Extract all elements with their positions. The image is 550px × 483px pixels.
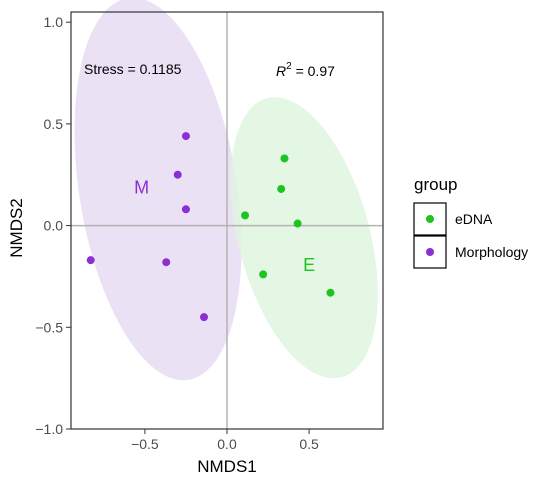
legend-label-edna: eDNA xyxy=(455,211,493,227)
r2-annotation: R2 = 0.97 xyxy=(276,61,335,79)
data-point-morphology xyxy=(162,258,171,267)
legend-swatch-edna xyxy=(426,215,434,223)
legend-label-morphology: Morphology xyxy=(455,244,528,260)
data-point-morphology xyxy=(200,313,209,322)
y-tick-label: 0.0 xyxy=(44,218,64,234)
data-point-morphology xyxy=(86,256,95,265)
data-point-morphology xyxy=(173,170,182,179)
legend: group eDNA Morphology xyxy=(413,175,528,269)
stress-annotation: Stress = 0.1185 xyxy=(84,61,182,77)
group-label-edna: E xyxy=(303,255,315,275)
data-point-edna xyxy=(280,154,289,163)
data-point-morphology xyxy=(181,205,190,214)
x-tick-label: −0.5 xyxy=(131,436,159,452)
x-axis-ticks: −0.5 0.0 0.5 xyxy=(131,429,319,452)
data-point-edna xyxy=(293,219,302,228)
legend-swatch-morphology xyxy=(426,248,434,256)
legend-title: group xyxy=(414,175,457,194)
legend-key-morphology xyxy=(413,235,447,269)
r2-superscript: 2 xyxy=(286,61,292,72)
y-tick-label: 0.5 xyxy=(44,116,64,132)
confidence-ellipse-morphology xyxy=(74,0,242,381)
confidence-ellipse-edna xyxy=(230,97,378,379)
r2-base: R xyxy=(276,63,286,79)
y-axis-title: NMDS2 xyxy=(7,198,26,258)
x-tick-label: 0.5 xyxy=(299,436,319,452)
x-axis-title: NMDS1 xyxy=(197,457,257,476)
data-point-edna xyxy=(277,184,286,193)
r2-value: = 0.97 xyxy=(292,63,335,79)
data-point-edna xyxy=(326,288,335,297)
ellipses-layer xyxy=(74,0,378,381)
points-layer xyxy=(86,132,335,322)
group-labels-layer: EM xyxy=(134,178,315,275)
y-tick-label: 1.0 xyxy=(44,14,64,30)
group-label-morphology: M xyxy=(134,178,149,198)
data-point-edna xyxy=(241,211,250,220)
x-tick-label: 0.0 xyxy=(217,436,237,452)
reference-lines xyxy=(71,12,383,429)
data-point-edna xyxy=(259,270,268,279)
legend-items: eDNA Morphology xyxy=(413,202,528,269)
y-tick-label: −0.5 xyxy=(35,319,63,335)
data-point-morphology xyxy=(181,132,190,141)
y-axis-ticks: −1.0 −0.5 0.0 0.5 1.0 xyxy=(35,14,71,437)
y-tick-label: −1.0 xyxy=(35,421,63,437)
